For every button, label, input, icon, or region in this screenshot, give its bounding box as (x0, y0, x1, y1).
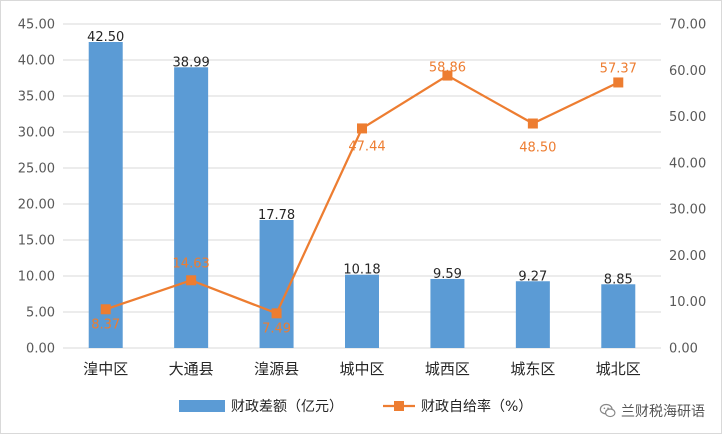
line-marker (613, 77, 624, 88)
bar (430, 278, 465, 348)
right-tick-label: 20.00 (669, 249, 706, 264)
right-tick-label: 40.00 (669, 156, 706, 171)
bar-value-label: 8.85 (604, 272, 633, 287)
right-tick-label: 10.00 (669, 295, 706, 310)
line-data-labels: 8.37 14.63 7.49 47.44 58.86 48.50 57.37 (91, 61, 637, 337)
line-marker (357, 123, 367, 134)
watermark: 兰财税海研语 (599, 401, 705, 421)
bar-value-label: 10.18 (343, 263, 380, 278)
left-tick-label: 0.00 (26, 342, 55, 357)
legend-swatch-marker (394, 401, 404, 411)
right-axis-ticks: 0.00 10.00 20.00 30.00 40.00 50.00 60.00 70.00 (669, 18, 706, 357)
bar-data-labels: 42.50 38.99 17.78 10.18 9.59 9.27 8.85 (87, 30, 633, 287)
line-value-label: 47.44 (348, 139, 385, 154)
legend-label-line: 财政自给率（%） (421, 398, 532, 415)
category-label: 湟源县 (254, 360, 299, 378)
bar-value-label: 17.78 (258, 208, 295, 223)
line-value-label: 57.37 (600, 61, 637, 76)
category-label: 大通县 (169, 360, 214, 378)
bar (259, 219, 294, 348)
line-value-label: 7.49 (262, 321, 291, 336)
line-value-label: 14.63 (173, 256, 210, 271)
right-tick-label: 60.00 (669, 64, 706, 79)
left-tick-label: 5.00 (26, 306, 55, 321)
watermark-text: 兰财税海研语 (621, 404, 705, 420)
left-tick-label: 10.00 (18, 270, 55, 285)
legend-label-bar: 财政差额（亿元） (231, 399, 343, 415)
bar (515, 281, 550, 348)
line-value-label: 58.86 (429, 61, 466, 76)
line-marker (186, 275, 197, 286)
grid-lines (63, 23, 661, 349)
bar (601, 284, 636, 348)
line-marker (271, 308, 282, 319)
right-tick-label: 70.00 (669, 18, 706, 33)
left-tick-label: 25.00 (18, 162, 55, 177)
line-series (100, 70, 624, 319)
category-label: 城东区 (510, 360, 555, 378)
bar-value-label: 38.99 (173, 55, 210, 70)
left-tick-label: 30.00 (18, 126, 55, 141)
left-tick-label: 20.00 (18, 198, 55, 213)
bar (174, 67, 209, 348)
left-axis-ticks: 0.00 5.00 10.00 15.00 20.00 25.00 30.00 35.00 40… (18, 18, 55, 357)
bar-value-label: 9.59 (433, 267, 462, 282)
bar (88, 42, 123, 348)
bar-value-label: 42.50 (87, 30, 124, 45)
legend-swatch-bar (179, 400, 225, 412)
left-tick-label: 40.00 (18, 54, 55, 69)
left-tick-label: 35.00 (18, 90, 55, 105)
line-value-label: 8.37 (91, 317, 120, 332)
category-label: 城中区 (339, 360, 384, 378)
category-label: 湟中区 (83, 360, 128, 378)
category-label: 城西区 (425, 360, 470, 378)
left-tick-label: 45.00 (18, 18, 55, 33)
line-marker (527, 118, 538, 129)
bar (345, 274, 379, 348)
category-label: 城北区 (596, 360, 641, 378)
right-tick-label: 0.00 (669, 342, 698, 357)
wechat-icon (599, 403, 616, 418)
line-marker (100, 304, 111, 315)
legend: 财政差额（亿元） 财政自给率（%） (179, 398, 532, 415)
left-tick-label: 15.00 (18, 234, 55, 249)
bar-value-label: 9.27 (518, 269, 547, 284)
category-axis-labels: 湟中区 大通县 湟源县 城中区 城西区 城东区 城北区 (83, 360, 641, 378)
line-marker (442, 70, 453, 81)
line-value-label: 48.50 (519, 141, 556, 156)
right-tick-label: 30.00 (669, 203, 706, 218)
bar-series (88, 42, 636, 348)
right-tick-label: 50.00 (669, 110, 706, 125)
